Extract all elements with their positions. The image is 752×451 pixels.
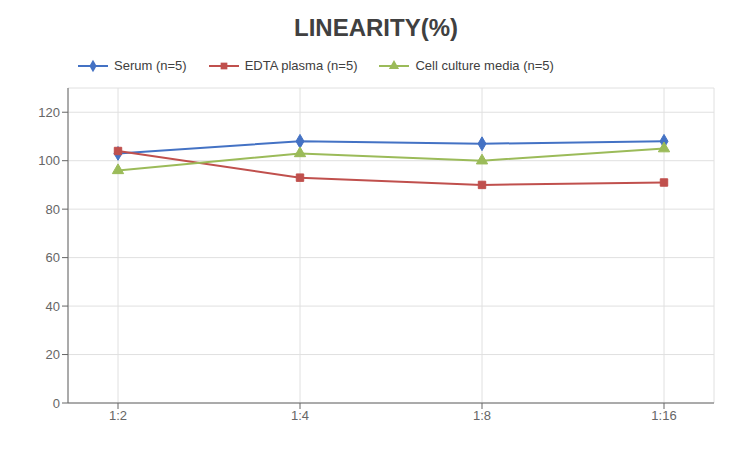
svg-text:120: 120 — [38, 105, 60, 120]
svg-text:60: 60 — [46, 250, 60, 265]
svg-text:0: 0 — [53, 396, 60, 411]
svg-text:1:8: 1:8 — [473, 408, 491, 423]
html-text:Cell culture media (n=5): Cell culture media (n=5) — [415, 58, 554, 73]
svg-text:1:4: 1:4 — [291, 408, 309, 423]
html-text:Serum (n=5): Serum (n=5) — [114, 58, 187, 73]
svg-text:20: 20 — [46, 347, 60, 362]
html-text:EDTA plasma (n=5): EDTA plasma (n=5) — [244, 58, 358, 73]
svg-text:40: 40 — [46, 299, 60, 314]
svg-text:1:16: 1:16 — [651, 408, 676, 423]
svg-text:1:2: 1:2 — [109, 408, 127, 423]
svg-text:100: 100 — [38, 153, 60, 168]
svg-text:80: 80 — [46, 202, 60, 217]
html-text:LINEARITY(%): LINEARITY(%) — [294, 14, 458, 41]
